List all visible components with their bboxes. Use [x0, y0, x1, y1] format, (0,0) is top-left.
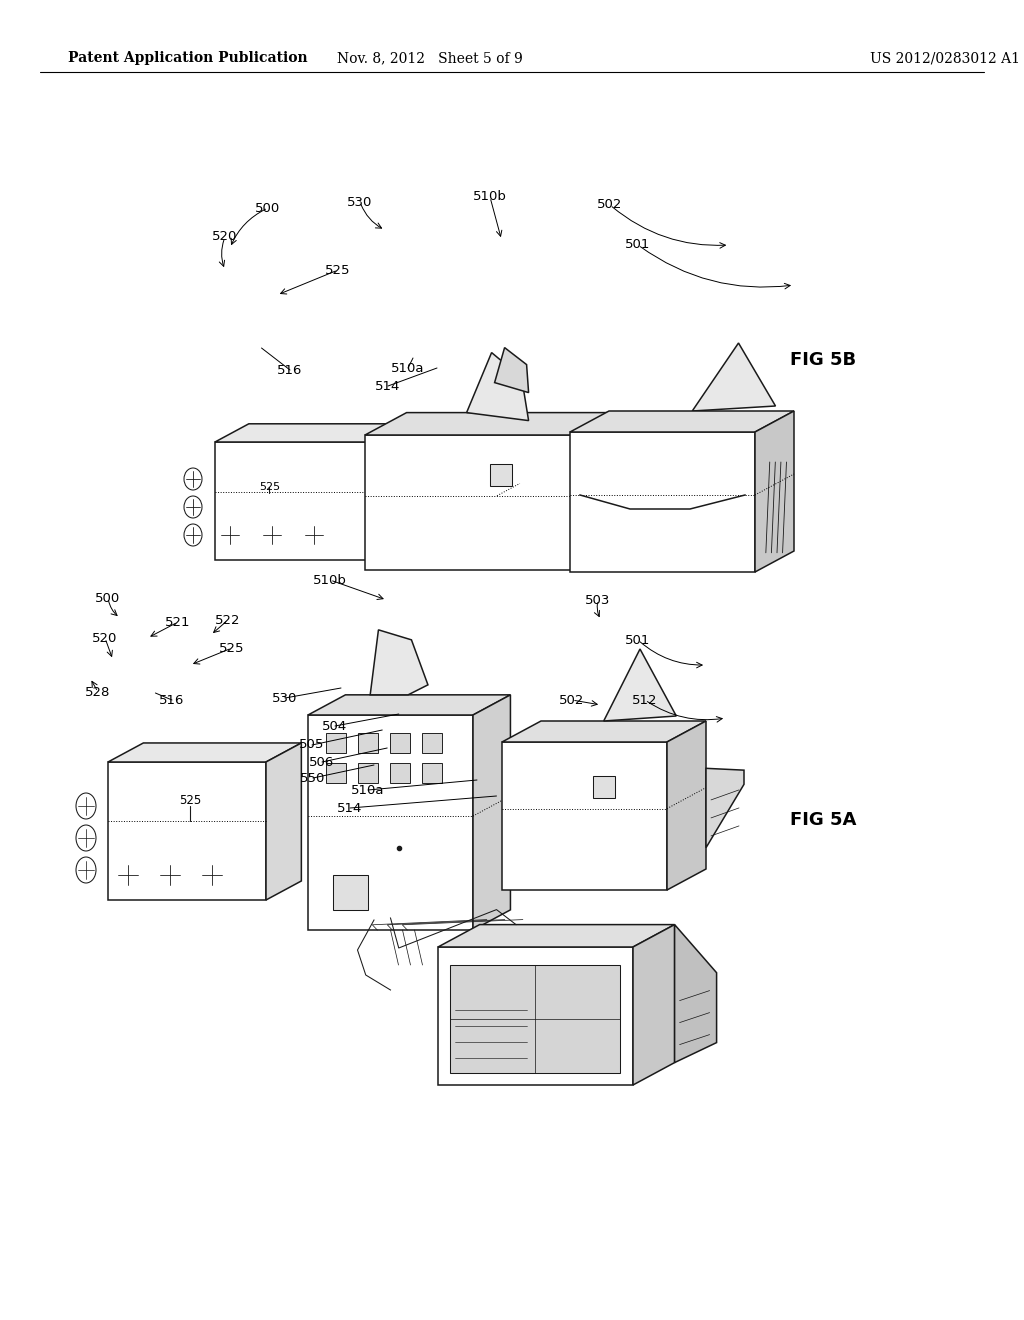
Polygon shape [570, 411, 794, 432]
Polygon shape [593, 776, 614, 799]
Text: 510b: 510b [313, 573, 347, 586]
Text: 501: 501 [626, 239, 650, 252]
Polygon shape [706, 768, 744, 847]
Polygon shape [422, 763, 442, 783]
Polygon shape [755, 411, 794, 572]
Text: 500: 500 [95, 591, 121, 605]
Polygon shape [489, 465, 512, 486]
Polygon shape [502, 742, 667, 890]
Text: FIG 5B: FIG 5B [790, 351, 856, 370]
Polygon shape [605, 413, 646, 570]
Text: 516: 516 [278, 363, 303, 376]
Polygon shape [108, 762, 266, 900]
Polygon shape [108, 743, 301, 762]
Text: 521: 521 [165, 615, 190, 628]
Text: 516: 516 [160, 693, 184, 706]
Text: US 2012/0283012 A1: US 2012/0283012 A1 [870, 51, 1020, 65]
Text: 528: 528 [85, 685, 111, 698]
Polygon shape [390, 734, 410, 754]
Polygon shape [215, 424, 403, 442]
Text: Nov. 8, 2012   Sheet 5 of 9: Nov. 8, 2012 Sheet 5 of 9 [337, 51, 523, 65]
Polygon shape [358, 734, 378, 754]
Text: 514: 514 [337, 801, 362, 814]
Text: 502: 502 [559, 693, 585, 706]
Polygon shape [422, 734, 442, 754]
Polygon shape [692, 343, 775, 411]
Polygon shape [358, 763, 378, 783]
Text: 530: 530 [272, 692, 298, 705]
Polygon shape [633, 924, 675, 1085]
Polygon shape [450, 965, 620, 1073]
Polygon shape [473, 694, 510, 931]
Text: 550: 550 [300, 771, 326, 784]
Text: 510a: 510a [391, 362, 425, 375]
Polygon shape [215, 442, 370, 560]
Polygon shape [604, 649, 676, 721]
Text: 502: 502 [597, 198, 623, 211]
Polygon shape [570, 432, 755, 572]
Polygon shape [495, 347, 528, 392]
Text: 512: 512 [632, 693, 657, 706]
Polygon shape [326, 763, 346, 783]
Text: 522: 522 [215, 614, 241, 627]
Polygon shape [308, 715, 473, 931]
Text: 525: 525 [259, 482, 280, 492]
Text: 506: 506 [309, 755, 335, 768]
Text: 525: 525 [179, 795, 202, 807]
Polygon shape [371, 630, 428, 694]
Polygon shape [675, 924, 717, 1063]
Polygon shape [667, 721, 706, 890]
Polygon shape [467, 352, 528, 421]
Text: Patent Application Publication: Patent Application Publication [68, 51, 307, 65]
Text: 525: 525 [326, 264, 351, 276]
Polygon shape [438, 946, 633, 1085]
Polygon shape [333, 875, 368, 909]
Polygon shape [308, 694, 510, 715]
Text: 525: 525 [219, 642, 245, 655]
Text: 530: 530 [347, 195, 373, 209]
Polygon shape [326, 734, 346, 754]
Polygon shape [502, 721, 706, 742]
Text: 504: 504 [323, 719, 347, 733]
Text: 520: 520 [212, 231, 238, 243]
Text: 510b: 510b [473, 190, 507, 203]
Text: 520: 520 [92, 631, 118, 644]
Polygon shape [365, 413, 646, 436]
Text: 505: 505 [299, 738, 325, 751]
Polygon shape [370, 424, 403, 560]
Text: 500: 500 [255, 202, 281, 214]
Text: 503: 503 [586, 594, 610, 606]
Text: 514: 514 [376, 380, 400, 392]
Polygon shape [365, 436, 605, 570]
Polygon shape [390, 763, 410, 783]
Polygon shape [266, 743, 301, 900]
Text: 501: 501 [626, 634, 650, 647]
Text: 510a: 510a [351, 784, 385, 796]
Polygon shape [438, 924, 675, 946]
Text: FIG 5A: FIG 5A [790, 810, 856, 829]
